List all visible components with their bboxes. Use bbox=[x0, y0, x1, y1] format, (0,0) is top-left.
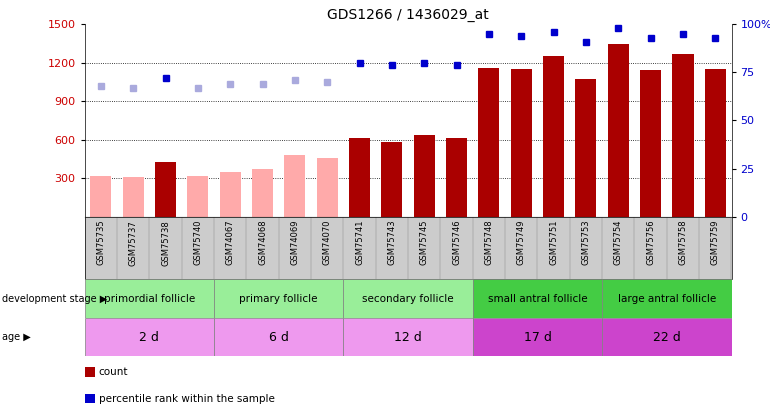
Text: GSM75749: GSM75749 bbox=[517, 220, 526, 265]
Bar bbox=[343, 318, 473, 356]
Text: GSM75748: GSM75748 bbox=[484, 220, 494, 265]
Bar bbox=[602, 318, 732, 356]
Text: GSM75753: GSM75753 bbox=[581, 220, 591, 265]
Text: 2 d: 2 d bbox=[139, 330, 159, 344]
Bar bbox=[187, 176, 209, 217]
Bar bbox=[122, 177, 144, 217]
Bar bbox=[85, 318, 214, 356]
Bar bbox=[214, 279, 343, 318]
Bar bbox=[343, 279, 473, 318]
Text: primordial follicle: primordial follicle bbox=[104, 294, 195, 304]
Text: GSM75756: GSM75756 bbox=[646, 220, 655, 265]
Text: primary follicle: primary follicle bbox=[239, 294, 318, 304]
Bar bbox=[640, 70, 661, 217]
Bar bbox=[672, 54, 694, 217]
Text: 12 d: 12 d bbox=[394, 330, 422, 344]
Text: GSM75746: GSM75746 bbox=[452, 220, 461, 265]
Text: GSM75740: GSM75740 bbox=[193, 220, 203, 265]
Text: GSM74069: GSM74069 bbox=[290, 220, 300, 265]
Text: GSM75758: GSM75758 bbox=[678, 220, 688, 265]
Bar bbox=[90, 176, 112, 217]
Bar bbox=[381, 142, 403, 217]
Bar bbox=[219, 172, 241, 217]
Text: large antral follicle: large antral follicle bbox=[618, 294, 716, 304]
Bar bbox=[575, 79, 597, 217]
Text: 17 d: 17 d bbox=[524, 330, 551, 344]
Text: development stage ▶: development stage ▶ bbox=[2, 294, 107, 304]
Text: small antral follicle: small antral follicle bbox=[487, 294, 588, 304]
Bar bbox=[705, 69, 726, 217]
Bar bbox=[543, 56, 564, 217]
Bar bbox=[473, 318, 602, 356]
Bar bbox=[252, 169, 273, 217]
Bar bbox=[349, 139, 370, 217]
Text: count: count bbox=[99, 367, 128, 377]
Text: GSM75738: GSM75738 bbox=[161, 220, 170, 266]
Text: GSM74070: GSM74070 bbox=[323, 220, 332, 265]
Text: GSM74068: GSM74068 bbox=[258, 220, 267, 265]
Text: secondary follicle: secondary follicle bbox=[363, 294, 454, 304]
Bar bbox=[473, 279, 602, 318]
Bar bbox=[284, 155, 306, 217]
Text: 22 d: 22 d bbox=[653, 330, 681, 344]
Bar bbox=[85, 279, 214, 318]
Bar bbox=[602, 279, 732, 318]
Text: percentile rank within the sample: percentile rank within the sample bbox=[99, 394, 274, 403]
Bar bbox=[316, 158, 338, 217]
Bar bbox=[608, 44, 629, 217]
Bar bbox=[446, 139, 467, 217]
Bar bbox=[511, 69, 532, 217]
Text: age ▶: age ▶ bbox=[2, 332, 30, 342]
Text: GSM75735: GSM75735 bbox=[96, 220, 105, 265]
Bar bbox=[413, 135, 435, 217]
Text: GSM74067: GSM74067 bbox=[226, 220, 235, 265]
Text: GSM75759: GSM75759 bbox=[711, 220, 720, 265]
Title: GDS1266 / 1436029_at: GDS1266 / 1436029_at bbox=[327, 8, 489, 22]
Bar bbox=[478, 68, 500, 217]
Text: 6 d: 6 d bbox=[269, 330, 289, 344]
Bar bbox=[214, 318, 343, 356]
Bar bbox=[155, 162, 176, 217]
Text: GSM75754: GSM75754 bbox=[614, 220, 623, 265]
Text: GSM75745: GSM75745 bbox=[420, 220, 429, 265]
Text: GSM75743: GSM75743 bbox=[387, 220, 397, 265]
Text: GSM75751: GSM75751 bbox=[549, 220, 558, 265]
Text: GSM75737: GSM75737 bbox=[129, 220, 138, 266]
Text: GSM75741: GSM75741 bbox=[355, 220, 364, 265]
